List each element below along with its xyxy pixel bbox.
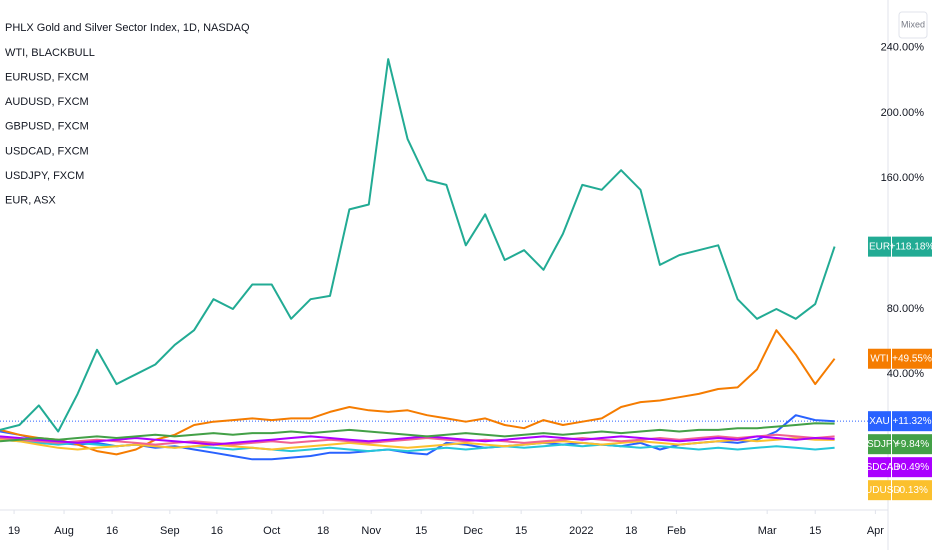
y-tick-label: 200.00% bbox=[881, 107, 925, 119]
legend-entry: WTI, BLACKBULL bbox=[5, 47, 95, 59]
tag-name-box bbox=[868, 457, 891, 478]
y-tick-label: 160.00% bbox=[881, 172, 925, 184]
x-tick-label: Mar bbox=[758, 525, 777, 537]
tag-value: +49.55% bbox=[892, 353, 932, 364]
legend-entry: USDCAD, FXCM bbox=[5, 145, 89, 157]
series-line bbox=[0, 433, 835, 446]
tag-name: WTI bbox=[870, 353, 888, 364]
series-line bbox=[0, 422, 835, 443]
y-tick-label: 240.00% bbox=[881, 42, 925, 54]
last-value-tag: AUDUSD-0.13% bbox=[858, 480, 932, 501]
x-tick-label: Dec bbox=[463, 525, 483, 537]
x-tick-label: Sep bbox=[160, 525, 180, 537]
tag-name-box bbox=[868, 348, 891, 369]
tag-value-box bbox=[892, 434, 932, 455]
x-tick-label: 18 bbox=[317, 525, 329, 537]
series-line bbox=[0, 435, 835, 446]
tag-name: EUR bbox=[869, 241, 890, 252]
last-value-tag: USDJPY+9.84% bbox=[860, 434, 932, 455]
tag-value-box bbox=[892, 457, 932, 478]
series-line bbox=[0, 329, 836, 456]
tag-name: USDJPY bbox=[860, 439, 900, 450]
scale-mode-box[interactable] bbox=[898, 11, 928, 39]
tag-name: XAU bbox=[869, 416, 890, 427]
last-value-tag: EUR +118.18% bbox=[868, 236, 932, 257]
tag-name-box bbox=[868, 236, 891, 257]
x-tick-label: 19 bbox=[8, 525, 20, 537]
tag-name: USDCAD bbox=[858, 462, 900, 473]
tag-value: +0.49% bbox=[895, 462, 929, 473]
last-value-tag: USDCAD+0.49% bbox=[858, 457, 932, 478]
x-tick-label: 15 bbox=[809, 525, 821, 537]
legend-entry: EURUSD, FXCM bbox=[5, 72, 89, 84]
legend-entry: EUR, ASX bbox=[5, 195, 56, 207]
y-tick-label: 80.00% bbox=[887, 303, 925, 315]
tag-value-box bbox=[892, 236, 932, 257]
tag-name: AUDUSD bbox=[858, 485, 900, 496]
x-tick-label: Nov bbox=[361, 525, 381, 537]
tag-name-box bbox=[868, 480, 891, 501]
x-tick-label: Oct bbox=[263, 525, 280, 537]
tag-value: +11.32% bbox=[892, 416, 931, 427]
x-tick-label: Aug bbox=[54, 525, 74, 537]
last-value-tag: WTI +49.55% bbox=[868, 348, 932, 369]
tag-name-box bbox=[868, 434, 891, 455]
scale-mode-button[interactable]: Mixed bbox=[898, 11, 928, 39]
legend-entry: USDJPY, FXCM bbox=[5, 170, 84, 182]
x-tick-label: Feb bbox=[667, 525, 686, 537]
tag-value-box bbox=[892, 480, 932, 501]
tag-value: +9.84% bbox=[895, 439, 929, 450]
series-line bbox=[0, 58, 836, 433]
tag-name-box bbox=[868, 411, 891, 432]
legend-entry: GBPUSD, FXCM bbox=[5, 121, 89, 133]
scale-mode-label[interactable]: Mixed bbox=[901, 19, 925, 29]
x-tick-label: Apr bbox=[867, 525, 884, 537]
x-tick-label: 15 bbox=[515, 525, 527, 537]
tag-value-box bbox=[892, 348, 932, 369]
last-value-tag: XAU +11.32% bbox=[868, 411, 932, 432]
legend-entry: AUDUSD, FXCM bbox=[5, 96, 89, 108]
tag-value: +118.18% bbox=[890, 241, 932, 252]
x-tick-label: 18 bbox=[625, 525, 637, 537]
chart-title: PHLX Gold and Silver Sector Index, 1D, N… bbox=[5, 22, 250, 34]
series-line bbox=[0, 437, 835, 451]
x-tick-label: 15 bbox=[415, 525, 427, 537]
x-tick-label: 16 bbox=[106, 525, 118, 537]
y-tick-label: 40.00% bbox=[887, 368, 925, 380]
x-tick-label: 16 bbox=[211, 525, 223, 537]
tag-value-box bbox=[892, 411, 932, 432]
tag-value: -0.13% bbox=[896, 485, 928, 496]
x-tick-label: 2022 bbox=[569, 525, 593, 537]
